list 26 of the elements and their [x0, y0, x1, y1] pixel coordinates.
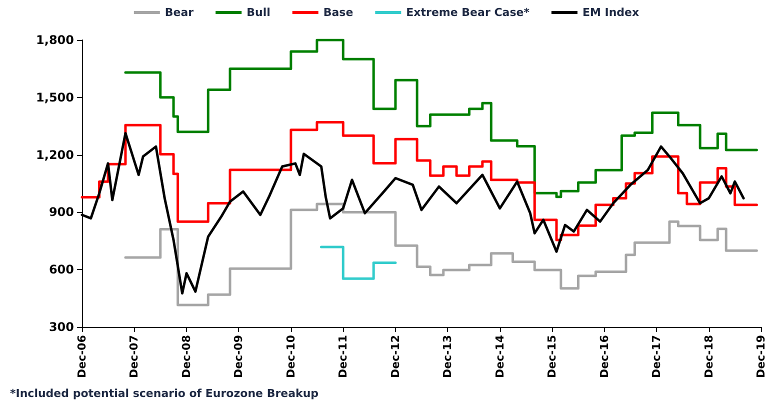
- y-tick-label: 300: [48, 320, 74, 334]
- x-tick-label: Dec-15: [546, 335, 559, 378]
- x-tick-label: Dec-08: [180, 335, 194, 378]
- x-tick-label: Dec-16: [598, 334, 611, 378]
- x-tick-label: Dec-06: [76, 334, 88, 378]
- y-tick-label: 1,500: [36, 90, 74, 104]
- x-tick-label: Dec-11: [336, 335, 350, 378]
- legend-label: Bull: [246, 6, 270, 19]
- x-tick-label: Dec-13: [441, 335, 454, 378]
- legend-label: Base: [323, 6, 354, 19]
- legend-label: EM Index: [582, 6, 640, 19]
- legend-label: Bear: [164, 6, 194, 19]
- legend-label: Extreme Bear Case*: [406, 6, 530, 19]
- text: *Included potential scenario of Eurozone Breakup: [10, 387, 319, 400]
- x-tick-label: Dec-14: [493, 334, 506, 378]
- x-tick-label: Dec-17: [650, 335, 664, 378]
- x-tick-label: Dec-09: [232, 335, 246, 378]
- x-tick-label: Dec-10: [284, 334, 298, 378]
- y-tick-label: 600: [48, 262, 74, 277]
- y-tick-label: 1,800: [36, 33, 74, 47]
- x-tick-label: Dec-07: [128, 335, 141, 378]
- x-tick-label: Dec-12: [388, 335, 402, 378]
- x-tick-label: Dec-19: [754, 335, 768, 378]
- x-tick-label: Dec-18: [702, 335, 716, 378]
- y-tick-label: 900: [48, 205, 74, 220]
- y-tick-label: 1,200: [36, 148, 74, 162]
